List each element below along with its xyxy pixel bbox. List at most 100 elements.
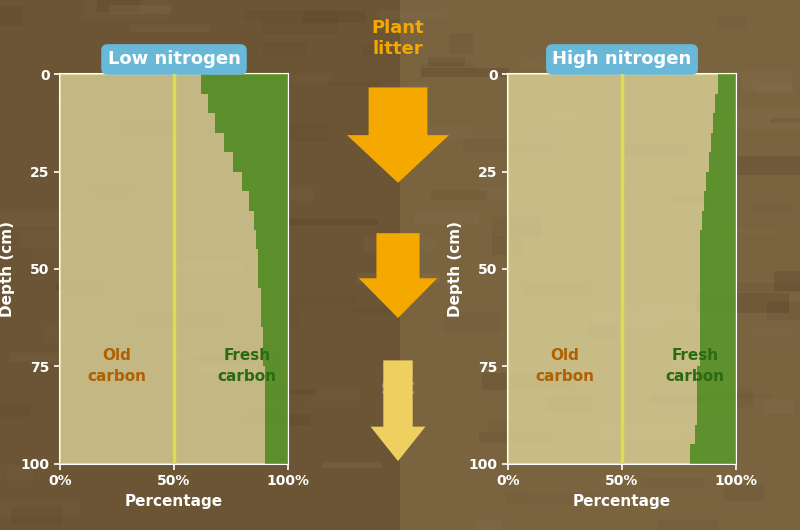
Bar [60, 288, 261, 308]
Bar [60, 328, 263, 347]
Bar [60, 444, 266, 464]
Bar [288, 219, 378, 225]
Bar [44, 325, 86, 343]
Text: SOC: SOC [381, 114, 415, 129]
Bar [698, 366, 736, 386]
Bar [93, 185, 130, 196]
Bar [508, 74, 718, 94]
Bar [730, 284, 800, 292]
Bar [60, 347, 263, 366]
Bar [322, 462, 382, 468]
Bar [510, 223, 542, 234]
Bar [588, 322, 618, 339]
Bar [0, 213, 67, 227]
Bar [699, 250, 736, 269]
Polygon shape [358, 233, 437, 318]
Bar [134, 316, 222, 324]
Bar [633, 157, 669, 177]
Bar [60, 386, 266, 405]
Bar [704, 191, 736, 210]
Bar [508, 405, 698, 425]
Bar [266, 386, 288, 405]
Bar [152, 165, 230, 174]
Bar [695, 425, 736, 444]
Polygon shape [370, 360, 426, 461]
Bar [0, 6, 23, 25]
Bar [508, 328, 699, 347]
Bar [698, 393, 772, 399]
Bar [194, 425, 250, 436]
Bar [699, 230, 736, 250]
Bar [699, 328, 736, 347]
Bar [666, 197, 714, 203]
Bar [428, 57, 466, 67]
Bar [508, 210, 702, 230]
Bar [60, 132, 224, 152]
Bar [280, 296, 358, 305]
Bar [626, 129, 664, 138]
Bar [208, 94, 288, 113]
Bar [508, 425, 695, 444]
Polygon shape [347, 87, 449, 183]
Bar [569, 226, 648, 239]
Bar [400, 0, 800, 530]
Bar [641, 306, 729, 325]
Bar [699, 389, 753, 407]
Bar [492, 217, 542, 238]
Bar [698, 405, 736, 425]
Bar [171, 350, 226, 360]
Bar [198, 362, 257, 374]
Bar [764, 399, 794, 414]
Bar [422, 68, 509, 77]
Bar [514, 109, 574, 115]
Bar [60, 308, 261, 328]
Bar [546, 396, 594, 413]
Bar [362, 45, 417, 55]
Bar [523, 483, 570, 501]
Bar [328, 81, 407, 87]
Bar [488, 421, 517, 433]
Bar [0, 404, 31, 417]
Bar [691, 456, 739, 467]
Bar [263, 328, 288, 347]
Bar [130, 25, 210, 32]
Bar [97, 0, 140, 12]
Bar [699, 269, 736, 288]
Bar [262, 19, 338, 33]
Bar [449, 33, 473, 54]
Bar [477, 153, 516, 161]
Bar [261, 288, 288, 308]
Bar [540, 186, 628, 199]
Bar [756, 85, 795, 93]
Bar [60, 152, 234, 172]
Title: High nitrogen: High nitrogen [552, 50, 692, 68]
Bar [357, 272, 441, 282]
Bar [422, 61, 475, 69]
Bar [258, 250, 288, 269]
Bar [444, 312, 500, 332]
Bar [706, 172, 736, 191]
Bar [642, 332, 674, 346]
Bar [508, 230, 699, 250]
Bar [770, 118, 800, 123]
Bar [364, 236, 438, 252]
Bar [658, 520, 719, 530]
Bar [696, 293, 790, 313]
Bar [266, 405, 288, 425]
Bar [508, 288, 699, 308]
Bar [38, 242, 91, 262]
Bar [508, 132, 711, 152]
Bar [690, 444, 736, 464]
Bar [302, 11, 366, 23]
Bar [60, 113, 215, 132]
Bar [10, 507, 62, 525]
Bar [208, 432, 238, 440]
Bar [508, 366, 698, 386]
Bar [440, 501, 508, 509]
Bar [642, 478, 704, 487]
Bar [18, 229, 74, 249]
Bar [60, 94, 208, 113]
Bar [711, 132, 736, 152]
Y-axis label: Depth (cm): Depth (cm) [0, 221, 15, 317]
Text: Plant
litter: Plant litter [372, 19, 424, 58]
